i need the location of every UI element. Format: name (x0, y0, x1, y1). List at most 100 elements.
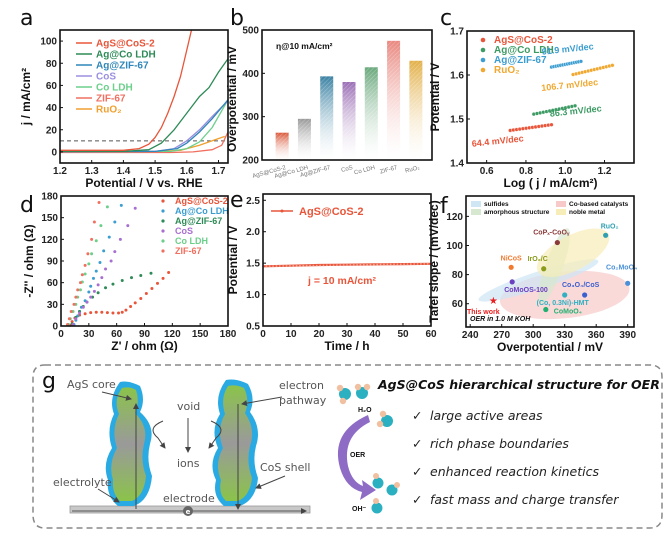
x-tick-label: 180 (220, 329, 237, 340)
data-point (83, 272, 87, 276)
data-point (383, 263, 385, 266)
x-category-label: CoS (341, 165, 354, 174)
data-point (67, 317, 71, 321)
data-point (285, 265, 288, 267)
y-tick-label: 1.0 (246, 290, 260, 301)
y-tick-label: 60 (452, 299, 464, 310)
data-point (83, 263, 87, 267)
data-point (278, 265, 281, 267)
feature-item: large active areas (430, 408, 543, 423)
legend-swatch (556, 209, 566, 215)
label-oer: OER (350, 452, 365, 459)
series-line-Ag@Co LDH (60, 58, 228, 153)
data-point (332, 264, 335, 267)
legend-marker (480, 57, 486, 63)
slope-label: 86.3 mV/dec (549, 103, 602, 118)
data-point (118, 237, 122, 241)
data-point (133, 206, 137, 210)
legend-marker (480, 47, 486, 53)
data-point (409, 263, 412, 265)
panel-label-d: d (20, 193, 34, 218)
data-point (92, 220, 96, 224)
bar-hatch (297, 118, 311, 160)
data-point (572, 103, 578, 108)
electron-pathway-pointer (241, 396, 283, 407)
y-axis-label: j / mA/cm² (19, 68, 33, 126)
data-point (379, 263, 382, 266)
data-point (336, 264, 338, 267)
data-point (386, 263, 389, 266)
bar-hatch (409, 60, 423, 161)
oer-curved-arrow-icon (337, 415, 376, 500)
x-tick-label: 10 (285, 329, 297, 340)
x-tick-label: 1.2 (53, 166, 67, 177)
data-point (149, 271, 153, 275)
y-tick-label: 500 (242, 26, 259, 37)
legend-label: Ag@Co LDH (96, 50, 156, 61)
data-point (346, 264, 348, 266)
data-point (420, 263, 422, 265)
data-point (403, 263, 406, 266)
y-tick-label: 80 (46, 59, 58, 70)
label-void: void (177, 400, 200, 413)
legend-swatch (471, 209, 481, 215)
point-label: Co₂MoO₄ (606, 264, 637, 271)
data-point (72, 302, 76, 306)
data-point (543, 306, 549, 313)
legend-label: Ag@ZIF-67 (494, 55, 547, 66)
y-tick-label: 2.5 (246, 196, 260, 207)
legend-marker (161, 199, 165, 203)
panel-label-g: g (42, 369, 56, 394)
feature-list: ✓ large active areas ✓ rich phase boundarie… (412, 408, 619, 507)
data-point (295, 264, 298, 267)
y-tick-label: 1.5 (246, 259, 260, 270)
panel-e-stability-chart: 0 10 20 30 40 50 60 0.5 1.0 1.5 2.0 2.5 Time / h Pote… (226, 193, 437, 353)
x-axis-label: Overpotential / mV (497, 340, 603, 354)
data-point (144, 292, 148, 295)
y-tick-label: 90 (47, 257, 59, 268)
x-tick-label: 0 (260, 329, 266, 340)
data-point (578, 59, 584, 64)
x-tick-label: 1.3 (85, 166, 99, 177)
data-point (413, 263, 416, 265)
y-tick-label: 1.5 (450, 115, 464, 126)
y-tick-label: 60 (46, 81, 58, 92)
slope-label: 64.4 mV/dec (471, 133, 524, 148)
legend-label: noble metal (569, 209, 605, 216)
data-point (423, 262, 426, 265)
data-point (349, 264, 352, 266)
ion-curve-left-arrow (152, 420, 166, 449)
plot-frame (466, 30, 635, 164)
plot-frame (261, 29, 433, 161)
x-tick-label: 60 (425, 329, 437, 340)
y-tick-label: 1.6 (450, 71, 464, 82)
label-electrolyte: electrolyte (53, 476, 112, 489)
data-point (509, 279, 515, 285)
x-tick-label: 1.6 (180, 166, 194, 177)
data-point (282, 265, 285, 267)
bar-hatch (364, 67, 378, 160)
data-point (78, 281, 82, 285)
data-point (90, 237, 94, 241)
panel-label-a: a (20, 6, 33, 31)
y-axis-label: Potential / V (226, 226, 240, 295)
legend-label: ZIF-67 (96, 94, 126, 105)
data-point (562, 292, 568, 298)
region-noble-metal (536, 228, 610, 278)
legend-marker (161, 239, 165, 243)
y-tick-label: 120 (446, 212, 463, 223)
x-axis-label: Time / h (324, 339, 369, 353)
current-annotation: j = 10 mA/cm² (307, 275, 376, 287)
data-point (376, 263, 379, 266)
data-point (292, 264, 295, 267)
panel-label-e: e (230, 188, 244, 213)
legend-label: RuO₂ (96, 105, 122, 116)
y-tick-label: 1.7 (450, 27, 464, 38)
data-point (89, 284, 93, 288)
legend-label: Co-based catalysts (569, 201, 629, 208)
x-tick-label: 390 (619, 330, 636, 341)
y-tick-label: 40 (46, 103, 58, 114)
panel-label-f: f (440, 194, 449, 219)
data-point (94, 269, 98, 273)
